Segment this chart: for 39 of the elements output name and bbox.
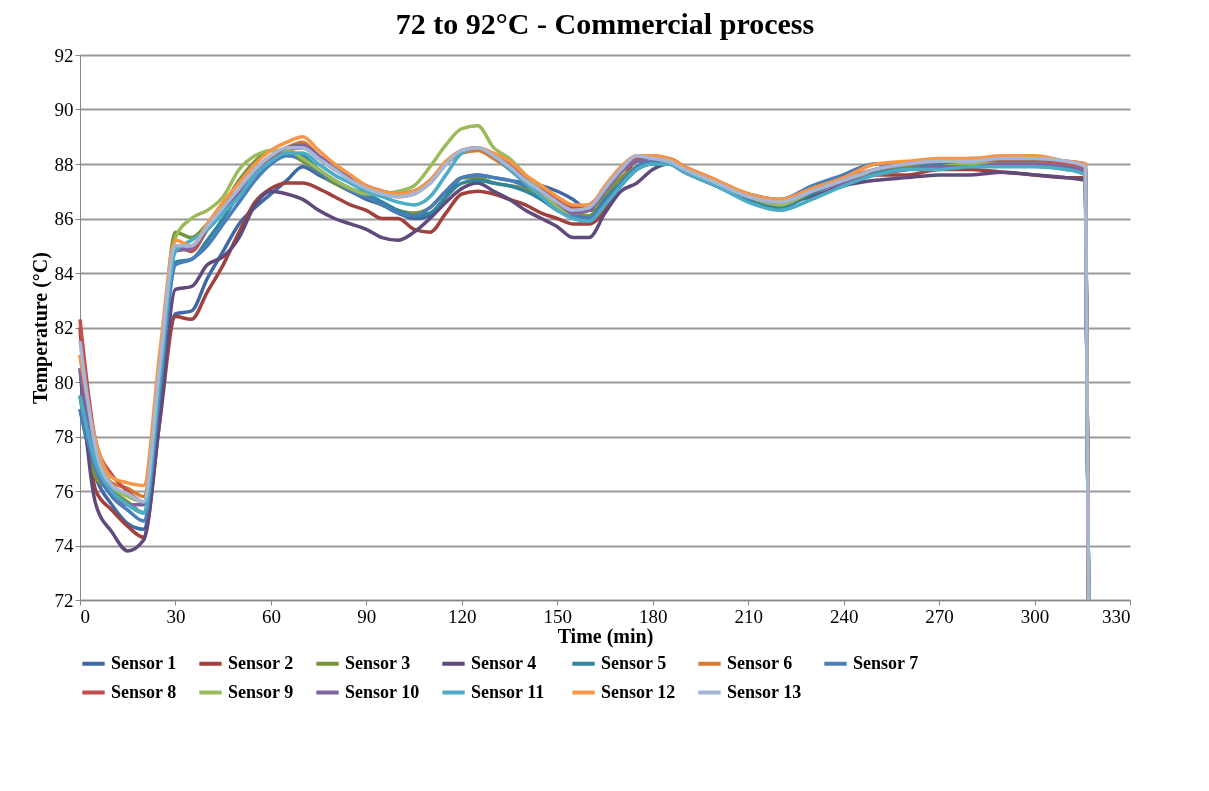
x-tick-label: 330: [1102, 605, 1131, 627]
y-tick-label: 86: [54, 208, 74, 229]
legend-label: Sensor 2: [228, 652, 294, 673]
legend-label: Sensor 4: [471, 652, 537, 673]
legend-label: Sensor 13: [727, 681, 802, 702]
x-tick-label: 180: [638, 605, 668, 627]
y-tick-label: 84: [54, 262, 74, 284]
y-tick-label: 76: [54, 480, 74, 502]
y-tick-label: 92: [54, 44, 74, 66]
x-tick-label: 90: [357, 605, 377, 627]
x-tick-label: 150: [543, 605, 573, 627]
legend-label: Sensor 1: [111, 652, 177, 673]
y-tick-label: 80: [54, 371, 74, 393]
x-tick-label: 30: [166, 605, 186, 627]
legend-label: Sensor 12: [601, 681, 676, 702]
legend-label: Sensor 10: [345, 681, 420, 702]
legend-label: Sensor 5: [601, 652, 667, 673]
legend-label: Sensor 8: [111, 681, 177, 702]
legend-label: Sensor 9: [228, 681, 294, 702]
legend-label: Sensor 7: [853, 652, 919, 673]
y-tick-label: 78: [54, 426, 74, 447]
x-tick-label: 60: [261, 605, 281, 627]
x-axis-title: Time (min): [557, 624, 654, 648]
x-tick-label: 270: [925, 605, 954, 627]
y-tick-label: 72: [54, 589, 74, 611]
x-tick-label: 120: [448, 605, 477, 627]
x-tick-label: 300: [1020, 605, 1050, 627]
y-tick-label: 74: [54, 535, 74, 556]
y-tick-label: 82: [54, 317, 74, 338]
chart-title: 72 to 92°C - Commercial process: [395, 7, 815, 40]
y-axis-title: Temperature (°C): [28, 252, 52, 404]
x-tick-label: 210: [734, 605, 763, 627]
x-tick-label: 240: [829, 605, 859, 627]
y-tick-label: 88: [54, 153, 74, 175]
legend-label: Sensor 3: [345, 652, 411, 673]
legend-label: Sensor 6: [727, 652, 793, 673]
x-tick-label: 0: [80, 605, 90, 627]
legend-label: Sensor 11: [471, 681, 545, 702]
y-tick-label: 90: [54, 99, 74, 120]
